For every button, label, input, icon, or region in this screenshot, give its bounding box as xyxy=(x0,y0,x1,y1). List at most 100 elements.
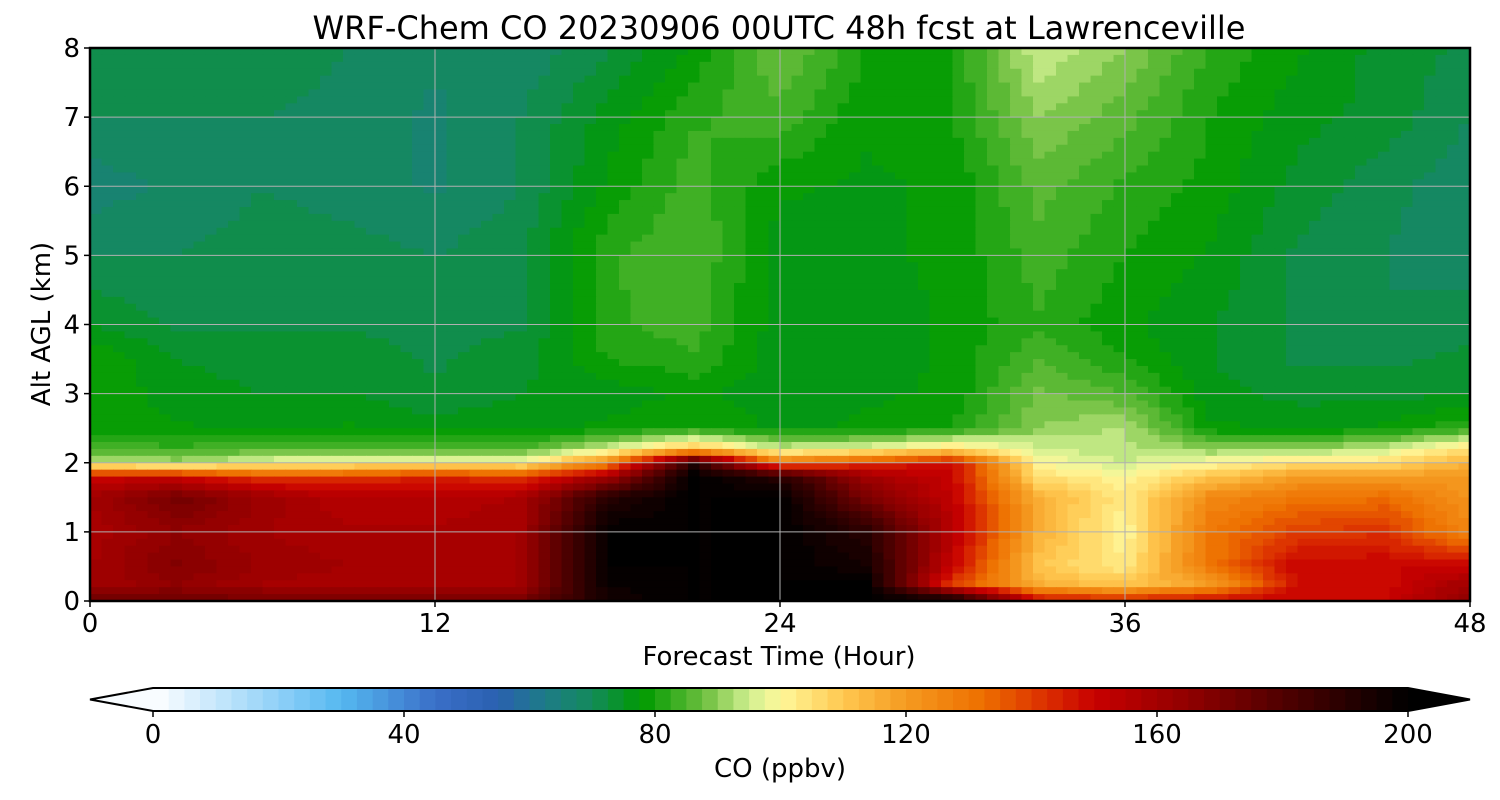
field-cell xyxy=(1033,289,1046,298)
field-cell xyxy=(952,269,965,277)
field-cell xyxy=(1079,200,1092,208)
field-cell xyxy=(849,276,862,284)
field-cell xyxy=(711,296,724,305)
field-cell xyxy=(1320,179,1333,187)
field-cell xyxy=(860,89,873,97)
field-cell xyxy=(1102,179,1115,187)
field-cell xyxy=(1343,248,1356,256)
field-cell xyxy=(941,82,954,91)
field-cell xyxy=(504,137,517,146)
field-cell xyxy=(952,110,965,118)
field-cell xyxy=(1343,200,1356,208)
field-cell xyxy=(1228,283,1241,291)
field-cell xyxy=(1309,124,1322,132)
field-cell xyxy=(929,172,942,180)
field-cell xyxy=(1010,310,1023,319)
field-cell xyxy=(1090,137,1103,146)
field-cell xyxy=(1355,165,1368,174)
field-cell xyxy=(1263,193,1276,201)
field-cell xyxy=(492,241,505,250)
field-cell xyxy=(1205,110,1218,118)
field-cell xyxy=(780,48,793,56)
field-cell xyxy=(239,130,252,139)
field-cell xyxy=(101,276,114,284)
field-cell xyxy=(504,241,517,250)
field-cell xyxy=(745,317,758,326)
field-cell xyxy=(1401,151,1414,160)
field-cell xyxy=(492,262,505,270)
field-cell xyxy=(780,283,793,291)
field-cell xyxy=(1447,262,1460,270)
field-cell xyxy=(803,276,816,284)
field-cell xyxy=(872,262,885,270)
field-cell xyxy=(803,61,816,70)
field-cell xyxy=(354,130,367,139)
field-cell xyxy=(1435,82,1448,91)
field-cell xyxy=(113,262,126,270)
field-cell xyxy=(642,193,655,201)
field-cell xyxy=(1056,124,1069,132)
field-cell xyxy=(285,61,298,70)
field-cell xyxy=(952,206,965,215)
field-cell xyxy=(596,172,609,180)
field-cell xyxy=(182,193,195,201)
field-cell xyxy=(653,234,666,243)
field-cell xyxy=(630,165,643,174)
field-cell xyxy=(791,61,804,70)
field-cell xyxy=(262,206,275,215)
field-cell xyxy=(596,296,609,305)
field-cell xyxy=(1458,103,1470,111)
field-cell xyxy=(837,110,850,118)
field-cell xyxy=(182,124,195,132)
field-cell xyxy=(1217,296,1230,305)
field-cell xyxy=(308,144,321,153)
field-cell xyxy=(435,117,448,125)
field-cell xyxy=(1194,89,1207,97)
field-cell xyxy=(1401,137,1414,146)
field-cell xyxy=(768,130,781,139)
field-cell xyxy=(1274,54,1287,63)
field-cell xyxy=(941,96,954,104)
field-cell xyxy=(205,296,218,305)
field-cell xyxy=(1297,61,1310,70)
field-cell xyxy=(1021,54,1034,63)
field-cell xyxy=(550,206,563,215)
field-cell xyxy=(642,68,655,77)
field-cell xyxy=(1435,248,1448,256)
field-cell xyxy=(1171,89,1184,97)
field-cell xyxy=(504,110,517,118)
field-cell xyxy=(1148,227,1161,236)
field-cell xyxy=(1366,310,1379,319)
field-cell xyxy=(883,117,896,125)
field-cell xyxy=(124,220,137,229)
field-cell xyxy=(136,48,149,56)
field-cell xyxy=(895,186,908,194)
field-cell xyxy=(872,331,885,339)
field-cell xyxy=(780,130,793,139)
field-cell xyxy=(952,151,965,160)
field-cell xyxy=(941,144,954,153)
field-cell xyxy=(101,68,114,77)
field-cell xyxy=(1044,206,1057,215)
field-cell xyxy=(561,248,574,256)
field-cell xyxy=(1113,317,1126,326)
field-cell xyxy=(297,227,310,236)
field-cell xyxy=(584,317,597,326)
field-cell xyxy=(1332,213,1345,222)
field-cell xyxy=(1194,303,1207,312)
field-cell xyxy=(182,296,195,305)
field-cell xyxy=(124,227,137,236)
field-cell xyxy=(170,54,183,63)
field-cell xyxy=(297,117,310,125)
field-cell xyxy=(1090,54,1103,63)
field-cell xyxy=(630,255,643,263)
field-cell xyxy=(584,124,597,132)
field-cell xyxy=(446,165,459,174)
field-cell xyxy=(285,96,298,104)
field-cell xyxy=(90,54,103,63)
field-cell xyxy=(837,324,850,333)
field-cell xyxy=(1320,117,1333,125)
field-cell xyxy=(1458,144,1470,153)
field-cell xyxy=(1194,96,1207,104)
field-cell xyxy=(1090,117,1103,125)
